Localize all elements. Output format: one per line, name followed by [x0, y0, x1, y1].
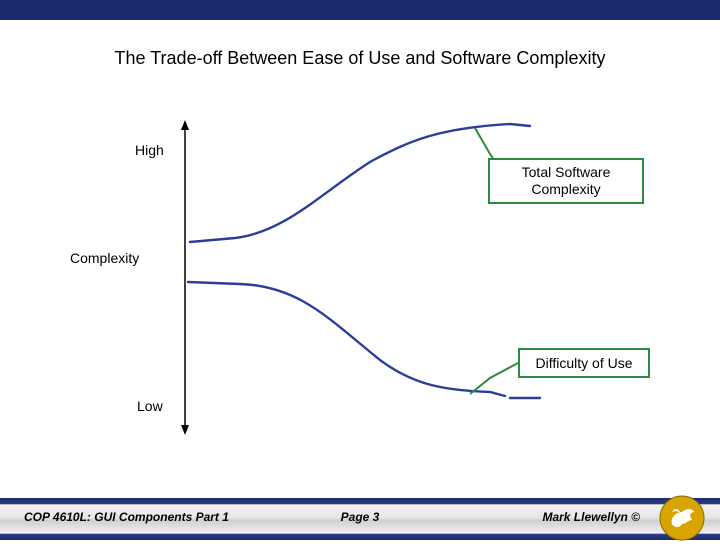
y-axis — [181, 120, 189, 435]
tradeoff-diagram: High Low Complexity Total Software Compl… — [70, 120, 650, 440]
slide: The Trade-off Between Ease of Use and So… — [0, 0, 720, 540]
ucf-pegasus-logo-icon — [658, 494, 706, 542]
footer-accent-bottom — [0, 534, 720, 540]
legend-box-difficulty-of-use: Difficulty of Use — [518, 348, 650, 378]
axis-label-high: High — [135, 142, 164, 158]
header-bar — [0, 0, 720, 20]
legend-label-difficulty-of-use: Difficulty of Use — [536, 355, 633, 371]
legend-label-total-software-complexity: Total Software Complexity — [500, 164, 632, 198]
footer: COP 4610L: GUI Components Part 1 Page 3 … — [0, 498, 720, 540]
axis-label-low: Low — [137, 398, 163, 414]
legend-box-total-software-complexity: Total Software Complexity — [488, 158, 644, 204]
legend-pointer-difficulty-of-use — [470, 363, 518, 394]
axis-label-complexity: Complexity — [70, 250, 139, 266]
slide-title: The Trade-off Between Ease of Use and So… — [0, 48, 720, 69]
footer-right: Mark Llewellyn © — [542, 510, 640, 524]
curve-total-software-complexity — [190, 124, 530, 242]
